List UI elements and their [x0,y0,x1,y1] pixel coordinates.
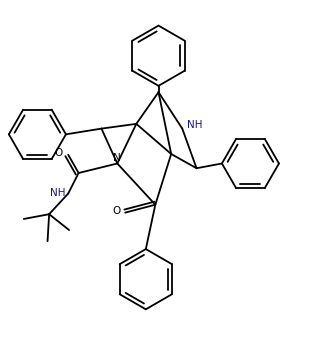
Text: NH: NH [50,188,65,198]
Text: N: N [113,153,121,163]
Text: O: O [55,148,63,158]
Text: NH: NH [187,120,202,130]
Text: O: O [112,206,120,216]
